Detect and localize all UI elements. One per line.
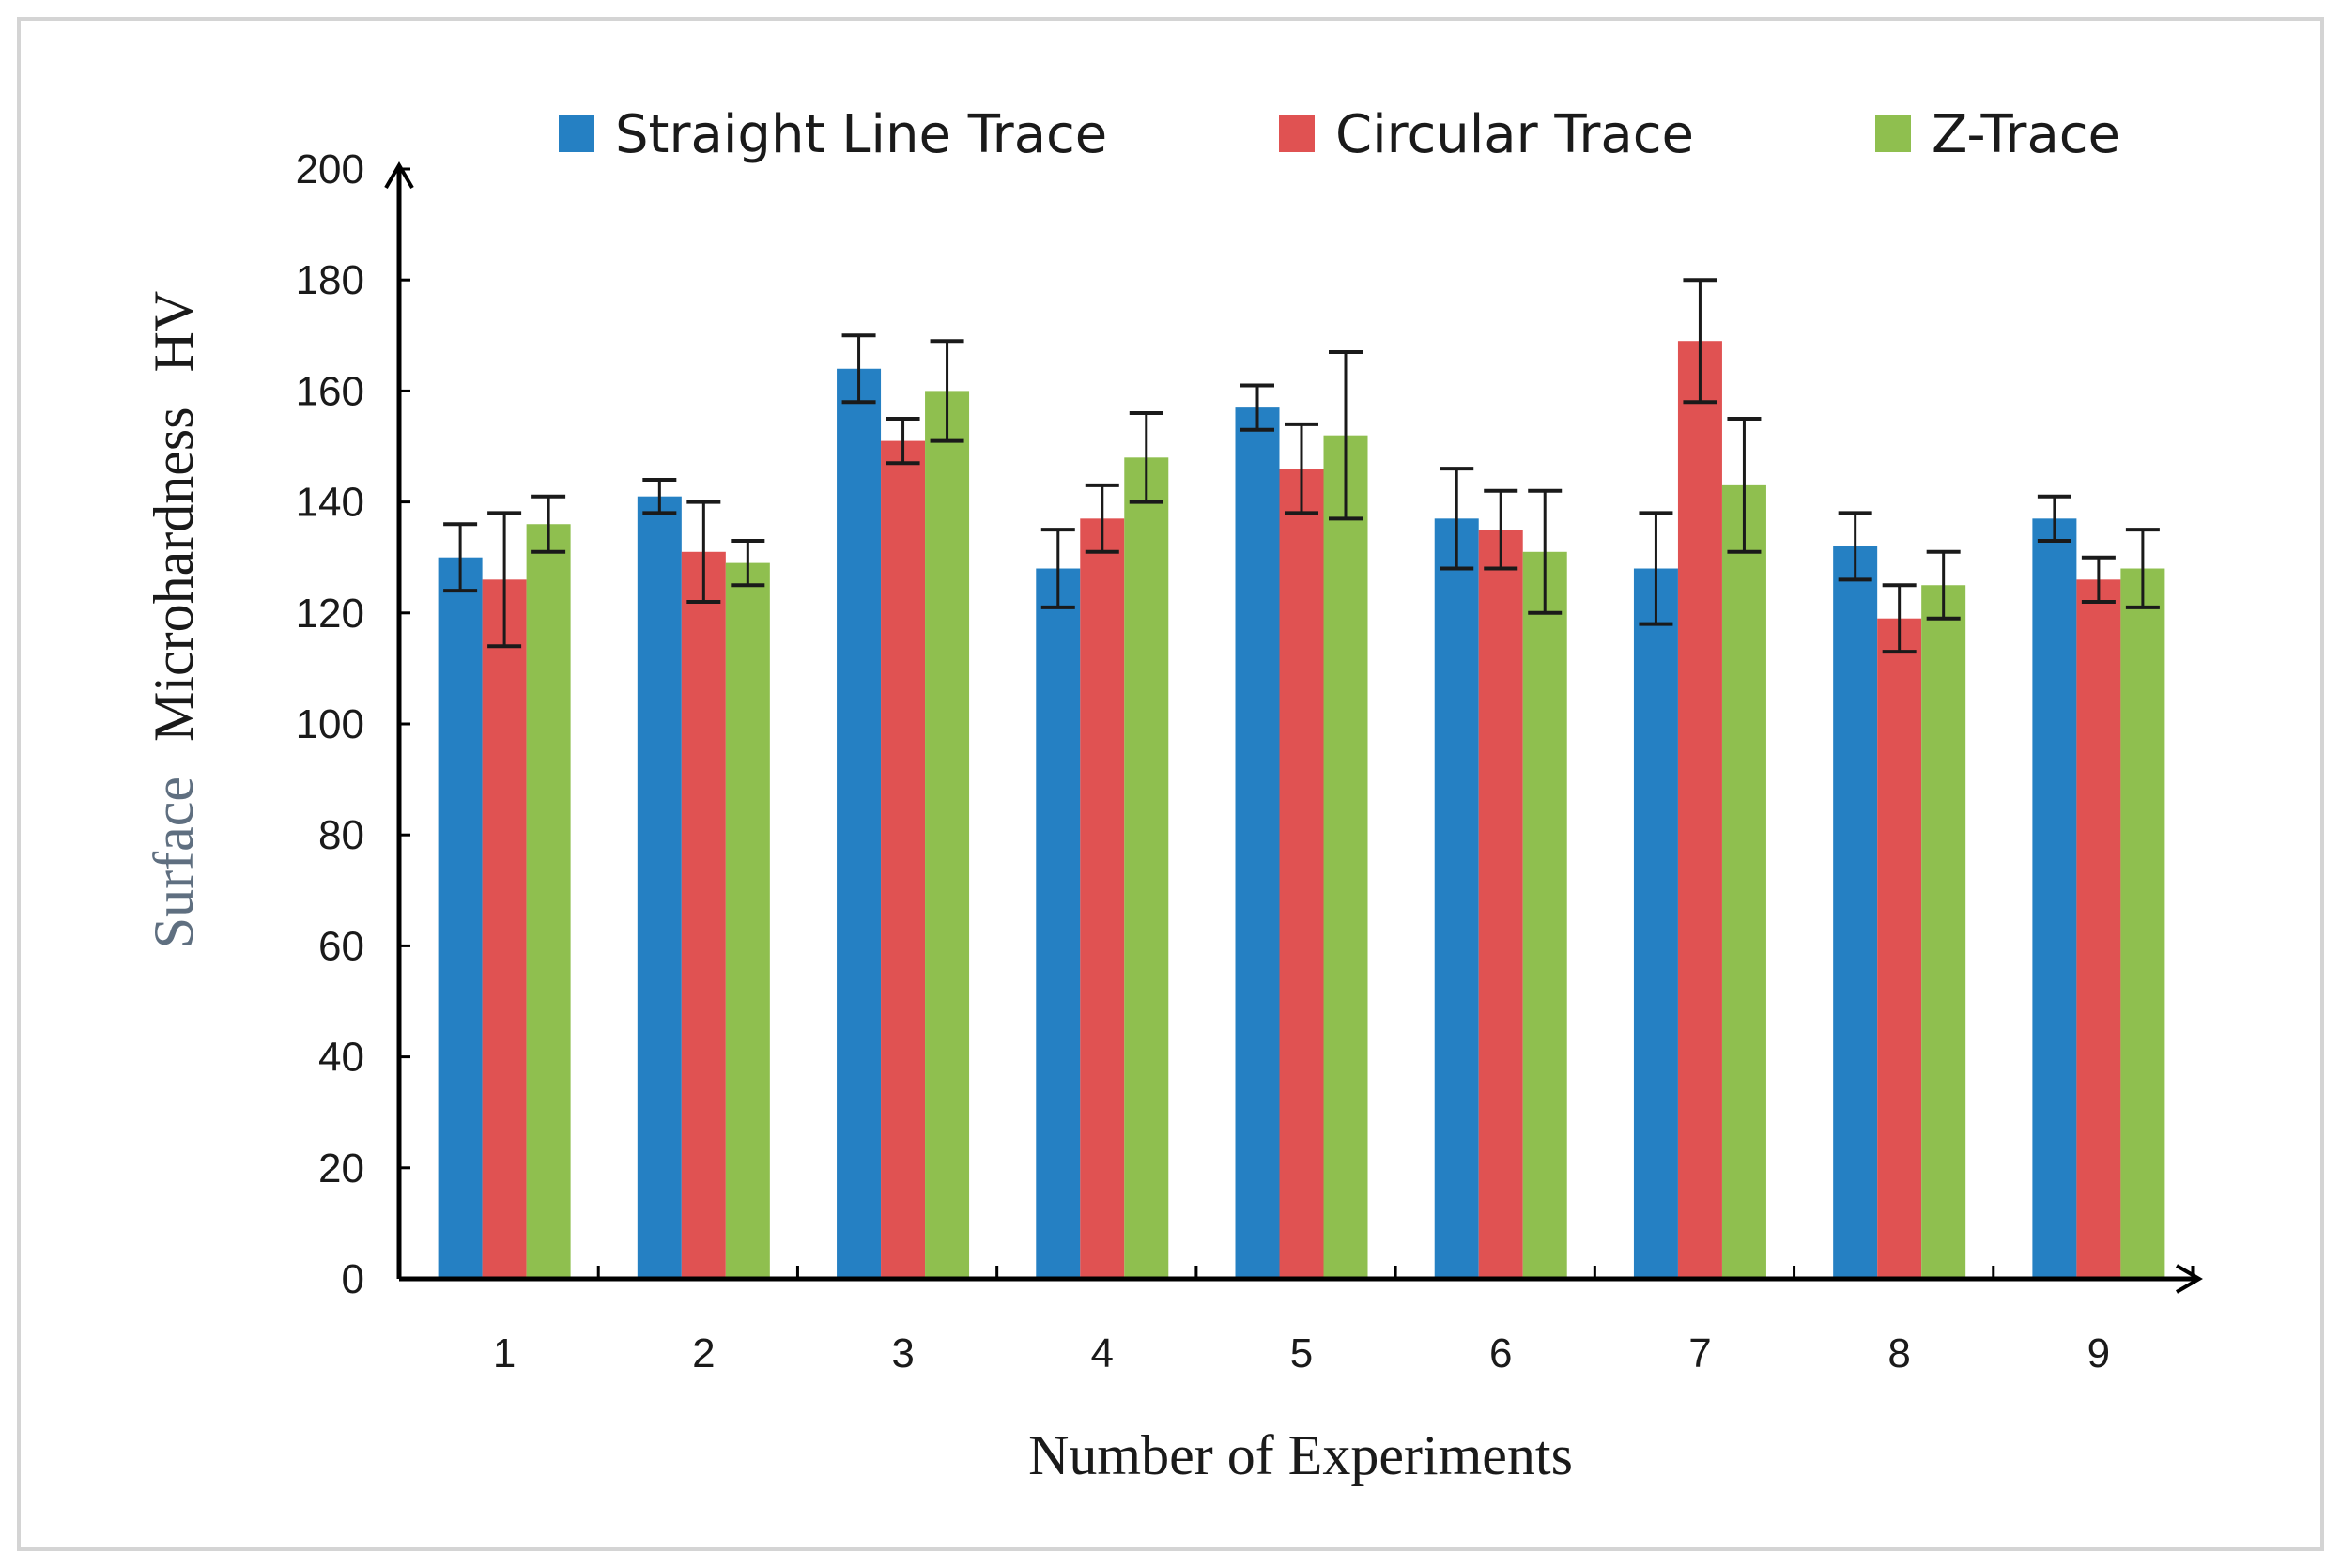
error-bar [1484,488,1518,571]
y-tick-label: 80 [318,812,364,858]
error-bar [731,538,765,588]
bar-straight-line-trace-3 [837,368,882,1279]
bar-z-trace-8 [1921,585,1966,1279]
bar-z-trace-6 [1522,551,1567,1279]
legend-label-straight: Straight Line Trace [615,104,1107,165]
x-tick-label: 8 [1887,1330,1910,1376]
x-tick-label: 6 [1489,1330,1512,1376]
y-axis-arrow [384,161,414,190]
error-bar [1040,528,1075,609]
bar-circular-trace-2 [681,551,726,1279]
legend-label-circular: Circular Trace [1335,104,1694,165]
error-bar [841,333,876,405]
error-bar [1440,467,1474,571]
error-bar [686,500,721,604]
x-axis-title: Number of Experiments [1028,1424,1573,1486]
error-bar [1129,411,1163,504]
y-tick-label: 200 [296,146,364,192]
x-tick-label: 7 [1688,1330,1711,1376]
bar-circular-trace-9 [2076,579,2121,1279]
error-bar [1639,511,1673,626]
bar-circular-trace-6 [1478,530,1523,1279]
axes [384,161,2203,1294]
y-tick-label: 40 [318,1035,364,1081]
x-axis-arrow [2175,1264,2203,1294]
error-bar [1838,511,1872,582]
error-bar [487,511,522,649]
y-title-surface: Surface [143,776,205,948]
x-tick-label: 5 [1290,1330,1313,1376]
legend-swatch-straight [559,115,594,152]
bar-z-trace-5 [1323,435,1368,1279]
y-axis-title: Surface Microhardness HV [143,291,205,948]
bar-z-trace-9 [2120,568,2165,1279]
legend-swatch-ztrace [1875,115,1911,152]
y-tick-label: 180 [296,257,364,303]
bar-straight-line-trace-8 [1833,546,1878,1279]
bar-straight-line-trace-9 [2032,518,2077,1279]
bar-z-trace-7 [1721,484,1766,1279]
y-tick-label: 60 [318,923,364,969]
error-bar [642,477,677,515]
bar-straight-line-trace-5 [1235,407,1280,1279]
svg-text:Surface Microhardness: Surface Microhardness HV [143,291,205,948]
bar-circular-trace-3 [881,440,926,1280]
error-bar [1528,488,1563,615]
error-bar [531,494,566,554]
legend: Straight Line Trace Circular Trace Z-Tra… [559,104,2120,165]
error-bars [443,278,2160,654]
x-tick-label: 9 [2087,1330,2110,1376]
error-bar [930,339,964,443]
bar-z-trace-2 [725,562,770,1279]
error-bar [1882,583,1917,654]
x-tick-label: 4 [1091,1330,1114,1376]
error-bar [1240,383,1274,432]
bar-circular-trace-4 [1080,518,1125,1279]
bar-straight-line-trace-6 [1434,518,1479,1279]
bar-straight-line-trace-7 [1633,568,1678,1279]
bar-straight-line-trace-4 [1036,568,1081,1279]
legend-label-ztrace: Z-Trace [1932,104,2120,165]
y-title-hv: HV [143,291,205,373]
x-tick-label: 3 [891,1330,914,1376]
bar-z-trace-1 [526,524,571,1279]
error-bar [2125,528,2160,609]
y-axis-ticks: 0 20 40 60 80 100 120 140 160 180 200 [296,146,410,1302]
y-tick-label: 0 [342,1256,364,1302]
bar-circular-trace-7 [1677,341,1722,1280]
bars [438,341,2165,1280]
error-bar [886,416,920,466]
bar-straight-line-trace-2 [637,496,682,1279]
y-title-microhardness: Microhardness [143,407,205,742]
bar-straight-line-trace-1 [438,557,483,1279]
bar-z-trace-3 [925,391,970,1279]
legend-swatch-circular [1279,115,1315,152]
y-tick-label: 160 [296,368,364,414]
y-tick-label: 120 [296,591,364,637]
x-tick-label: 1 [493,1330,516,1376]
error-bar [2037,494,2071,543]
y-tick-label: 140 [296,480,364,526]
bar-circular-trace-8 [1877,618,1922,1279]
bar-circular-trace-5 [1279,469,1324,1279]
error-bar [2081,555,2116,604]
y-tick-label: 100 [296,701,364,747]
y-tick-label: 20 [318,1145,364,1191]
error-bar [1329,350,1363,521]
error-bar [443,522,478,593]
x-axis-ticks: 1 2 3 4 5 6 7 8 9 [493,1266,2195,1376]
bar-z-trace-4 [1124,457,1169,1279]
error-bar [1085,483,1119,554]
error-bar [1285,422,1318,515]
x-tick-label: 2 [692,1330,715,1376]
bar-circular-trace-1 [482,579,527,1279]
error-bar [1926,549,1961,621]
error-bar [1727,416,1762,554]
error-bar [1683,278,1717,405]
